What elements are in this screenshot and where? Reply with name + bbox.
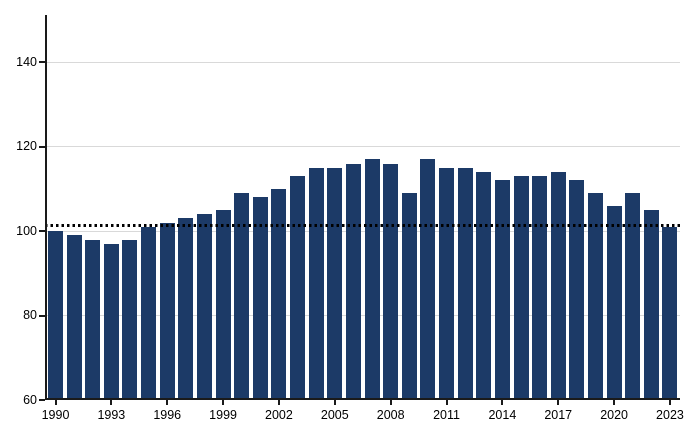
y-tick-60 bbox=[39, 399, 45, 401]
x-tick-2017 bbox=[557, 400, 560, 405]
bar-1993 bbox=[103, 243, 119, 400]
gridline-120 bbox=[45, 146, 680, 148]
x-tick-label-2020: 2020 bbox=[600, 408, 628, 422]
y-tick-100 bbox=[39, 230, 45, 233]
bar-2005 bbox=[327, 167, 343, 400]
y-tick-label-80: 80 bbox=[23, 308, 37, 323]
x-tick-2023 bbox=[668, 400, 671, 405]
x-tick-2005 bbox=[333, 400, 336, 405]
bar-2021 bbox=[625, 193, 641, 400]
gridline-80 bbox=[45, 315, 680, 317]
bar-2023 bbox=[662, 226, 678, 400]
x-tick-label-2023: 2023 bbox=[656, 408, 684, 422]
bar-1995 bbox=[141, 226, 157, 400]
x-tick-label-2008: 2008 bbox=[376, 408, 405, 422]
x-tick-2014 bbox=[501, 400, 504, 405]
bar-1990 bbox=[48, 231, 63, 400]
bar-2001 bbox=[252, 197, 268, 400]
bar-2012 bbox=[457, 167, 473, 400]
bar-2014 bbox=[494, 180, 510, 400]
x-tick-label-2005: 2005 bbox=[320, 408, 349, 422]
x-tick-label-2014: 2014 bbox=[488, 408, 517, 422]
bar-2009 bbox=[401, 193, 417, 400]
x-tick-1996 bbox=[166, 400, 169, 405]
y-tick-label-60: 60 bbox=[23, 392, 37, 407]
x-tick-2020 bbox=[613, 400, 616, 405]
bar-1994 bbox=[122, 239, 138, 400]
x-tick-1999 bbox=[222, 400, 225, 405]
x-tick-label-2002: 2002 bbox=[265, 408, 293, 422]
bar-1999 bbox=[215, 210, 231, 400]
bar-2008 bbox=[383, 163, 399, 400]
x-tick-1993 bbox=[110, 400, 113, 405]
x-tick-label-2017: 2017 bbox=[544, 408, 573, 422]
bar-2015 bbox=[513, 176, 529, 400]
y-tick-80 bbox=[39, 314, 45, 317]
bar-2011 bbox=[439, 167, 455, 400]
bar-2010 bbox=[420, 159, 436, 400]
bar-2004 bbox=[308, 167, 324, 400]
reference-line bbox=[45, 223, 680, 227]
bar-2007 bbox=[364, 159, 380, 400]
plot-area bbox=[45, 15, 680, 400]
y-tick-120 bbox=[39, 145, 45, 148]
bar-1998 bbox=[196, 214, 212, 400]
bar-2003 bbox=[290, 176, 306, 400]
bar-1996 bbox=[159, 222, 175, 400]
gridline-100 bbox=[45, 230, 680, 232]
bar-1991 bbox=[66, 235, 82, 400]
bar-2016 bbox=[532, 176, 548, 400]
y-tick-label-140: 140 bbox=[16, 54, 37, 69]
x-tick-1990 bbox=[54, 400, 57, 405]
x-tick-label-1990: 1990 bbox=[41, 408, 70, 422]
y-tick-label-100: 100 bbox=[16, 223, 37, 238]
bar-1997 bbox=[178, 218, 194, 400]
bar-2013 bbox=[476, 172, 492, 400]
x-tick-2002 bbox=[277, 400, 280, 405]
y-axis-line bbox=[45, 15, 47, 400]
x-tick-label-1996: 1996 bbox=[153, 408, 182, 422]
bar-2006 bbox=[345, 163, 361, 400]
bar-1992 bbox=[85, 239, 101, 400]
y-tick-label-120: 120 bbox=[16, 139, 37, 154]
x-tick-label-1993: 1993 bbox=[97, 408, 126, 422]
bar-2000 bbox=[234, 193, 250, 400]
x-tick-2011 bbox=[445, 400, 448, 405]
x-tick-2008 bbox=[389, 400, 392, 405]
bar-2020 bbox=[606, 205, 622, 400]
x-tick-label-2011: 2011 bbox=[433, 408, 460, 422]
gridline-140 bbox=[45, 61, 680, 63]
bar-2002 bbox=[271, 188, 287, 400]
bar-2022 bbox=[643, 210, 659, 400]
x-axis-line bbox=[45, 398, 680, 400]
x-tick-label-1999: 1999 bbox=[209, 408, 237, 422]
bar-2018 bbox=[569, 180, 585, 400]
y-tick-140 bbox=[39, 61, 45, 64]
bar-2019 bbox=[587, 193, 603, 400]
bar-2017 bbox=[550, 172, 566, 400]
